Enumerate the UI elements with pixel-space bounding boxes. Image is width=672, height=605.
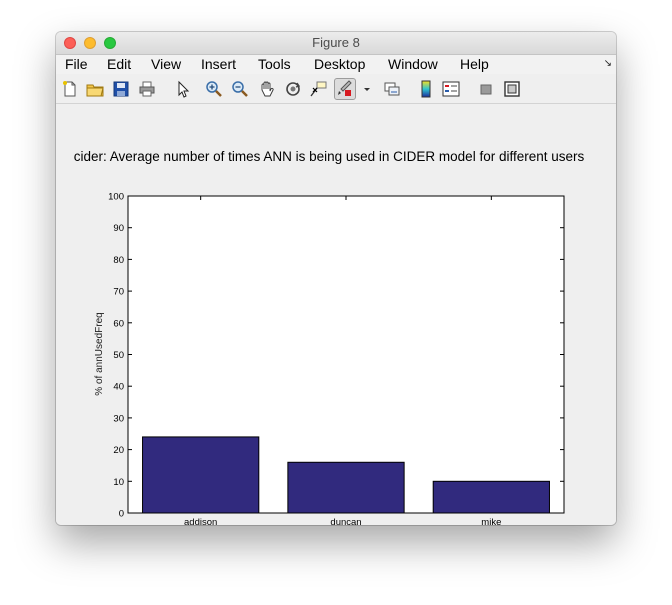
open-file-icon[interactable] (86, 80, 104, 98)
axes-box (127, 195, 565, 514)
colorbar-icon[interactable] (417, 80, 435, 98)
maximize-window-button[interactable] (104, 37, 116, 49)
save-icon[interactable] (112, 80, 130, 98)
hide-plot-tools-icon[interactable] (477, 80, 495, 98)
x-tick-label-duncan: duncan (330, 517, 361, 525)
data-cursor-icon[interactable] (309, 80, 327, 98)
window-title: Figure 8 (312, 35, 360, 50)
figure-toolbar (56, 75, 616, 104)
pan-hand-icon[interactable] (258, 80, 276, 98)
brush-icon[interactable] (334, 78, 356, 100)
y-tick-label: 100 (108, 192, 124, 203)
tick-labels: 0 10 20 30 40 50 60 70 80 90 100 addison duncan mike (108, 192, 501, 526)
legend-icon[interactable] (442, 80, 460, 98)
x-tick-label-addison: addison (184, 517, 217, 525)
menu-bar: File Edit View Insert Tools Desktop Wind… (56, 55, 616, 74)
bar-chart: cider: Average number of times ANN is be… (74, 149, 585, 526)
pointer-icon[interactable] (174, 80, 192, 98)
y-axis-label: % of annUsedFreq (94, 312, 105, 395)
print-icon[interactable] (138, 80, 156, 98)
zoom-out-icon[interactable] (231, 80, 249, 98)
y-tick-label: 60 (113, 318, 124, 329)
menu-window[interactable]: Window (388, 56, 438, 72)
menu-desktop[interactable]: Desktop (314, 56, 366, 72)
y-tick-label: 20 (113, 445, 124, 456)
x-tick-label-mike: mike (481, 517, 501, 525)
bar-addison[interactable] (142, 436, 260, 514)
new-figure-icon[interactable] (61, 80, 79, 98)
bars (142, 436, 550, 514)
menu-help[interactable]: Help (460, 56, 489, 72)
y-tick-label: 90 (113, 223, 124, 234)
y-tick-label: 70 (113, 287, 124, 298)
y-tick-label: 0 (119, 509, 124, 520)
y-tick-label: 10 (113, 477, 124, 488)
y-tick-label: 30 (113, 413, 124, 424)
menu-tools[interactable]: Tools (258, 56, 291, 72)
close-window-button[interactable] (64, 37, 76, 49)
title-bar[interactable]: Figure 8 (56, 32, 616, 55)
menu-insert[interactable]: Insert (201, 56, 237, 72)
menu-edit[interactable]: Edit (107, 56, 132, 72)
figure-canvas[interactable]: cider: Average number of times ANN is be… (56, 104, 616, 525)
show-plot-tools-icon[interactable] (503, 80, 521, 98)
y-tick-label: 80 (113, 255, 124, 266)
dock-arrow-icon[interactable]: ↘ (603, 58, 612, 69)
bar-duncan[interactable] (287, 461, 405, 514)
y-tick-label: 40 (113, 382, 124, 393)
chart-title: cider: Average number of times ANN is be… (74, 149, 585, 164)
brush-dropdown-icon[interactable] (359, 80, 377, 98)
link-plot-icon[interactable] (383, 80, 401, 98)
zoom-in-icon[interactable] (205, 80, 223, 98)
minimize-window-button[interactable] (84, 37, 96, 49)
menu-view[interactable]: View (151, 56, 182, 72)
y-tick-label: 50 (113, 350, 124, 361)
figure-window: Figure 8 File Edit View Insert Tools Des… (56, 32, 616, 525)
rotate-3d-icon[interactable] (284, 80, 302, 98)
bar-mike[interactable] (432, 480, 550, 514)
menu-file[interactable]: File (65, 56, 88, 72)
